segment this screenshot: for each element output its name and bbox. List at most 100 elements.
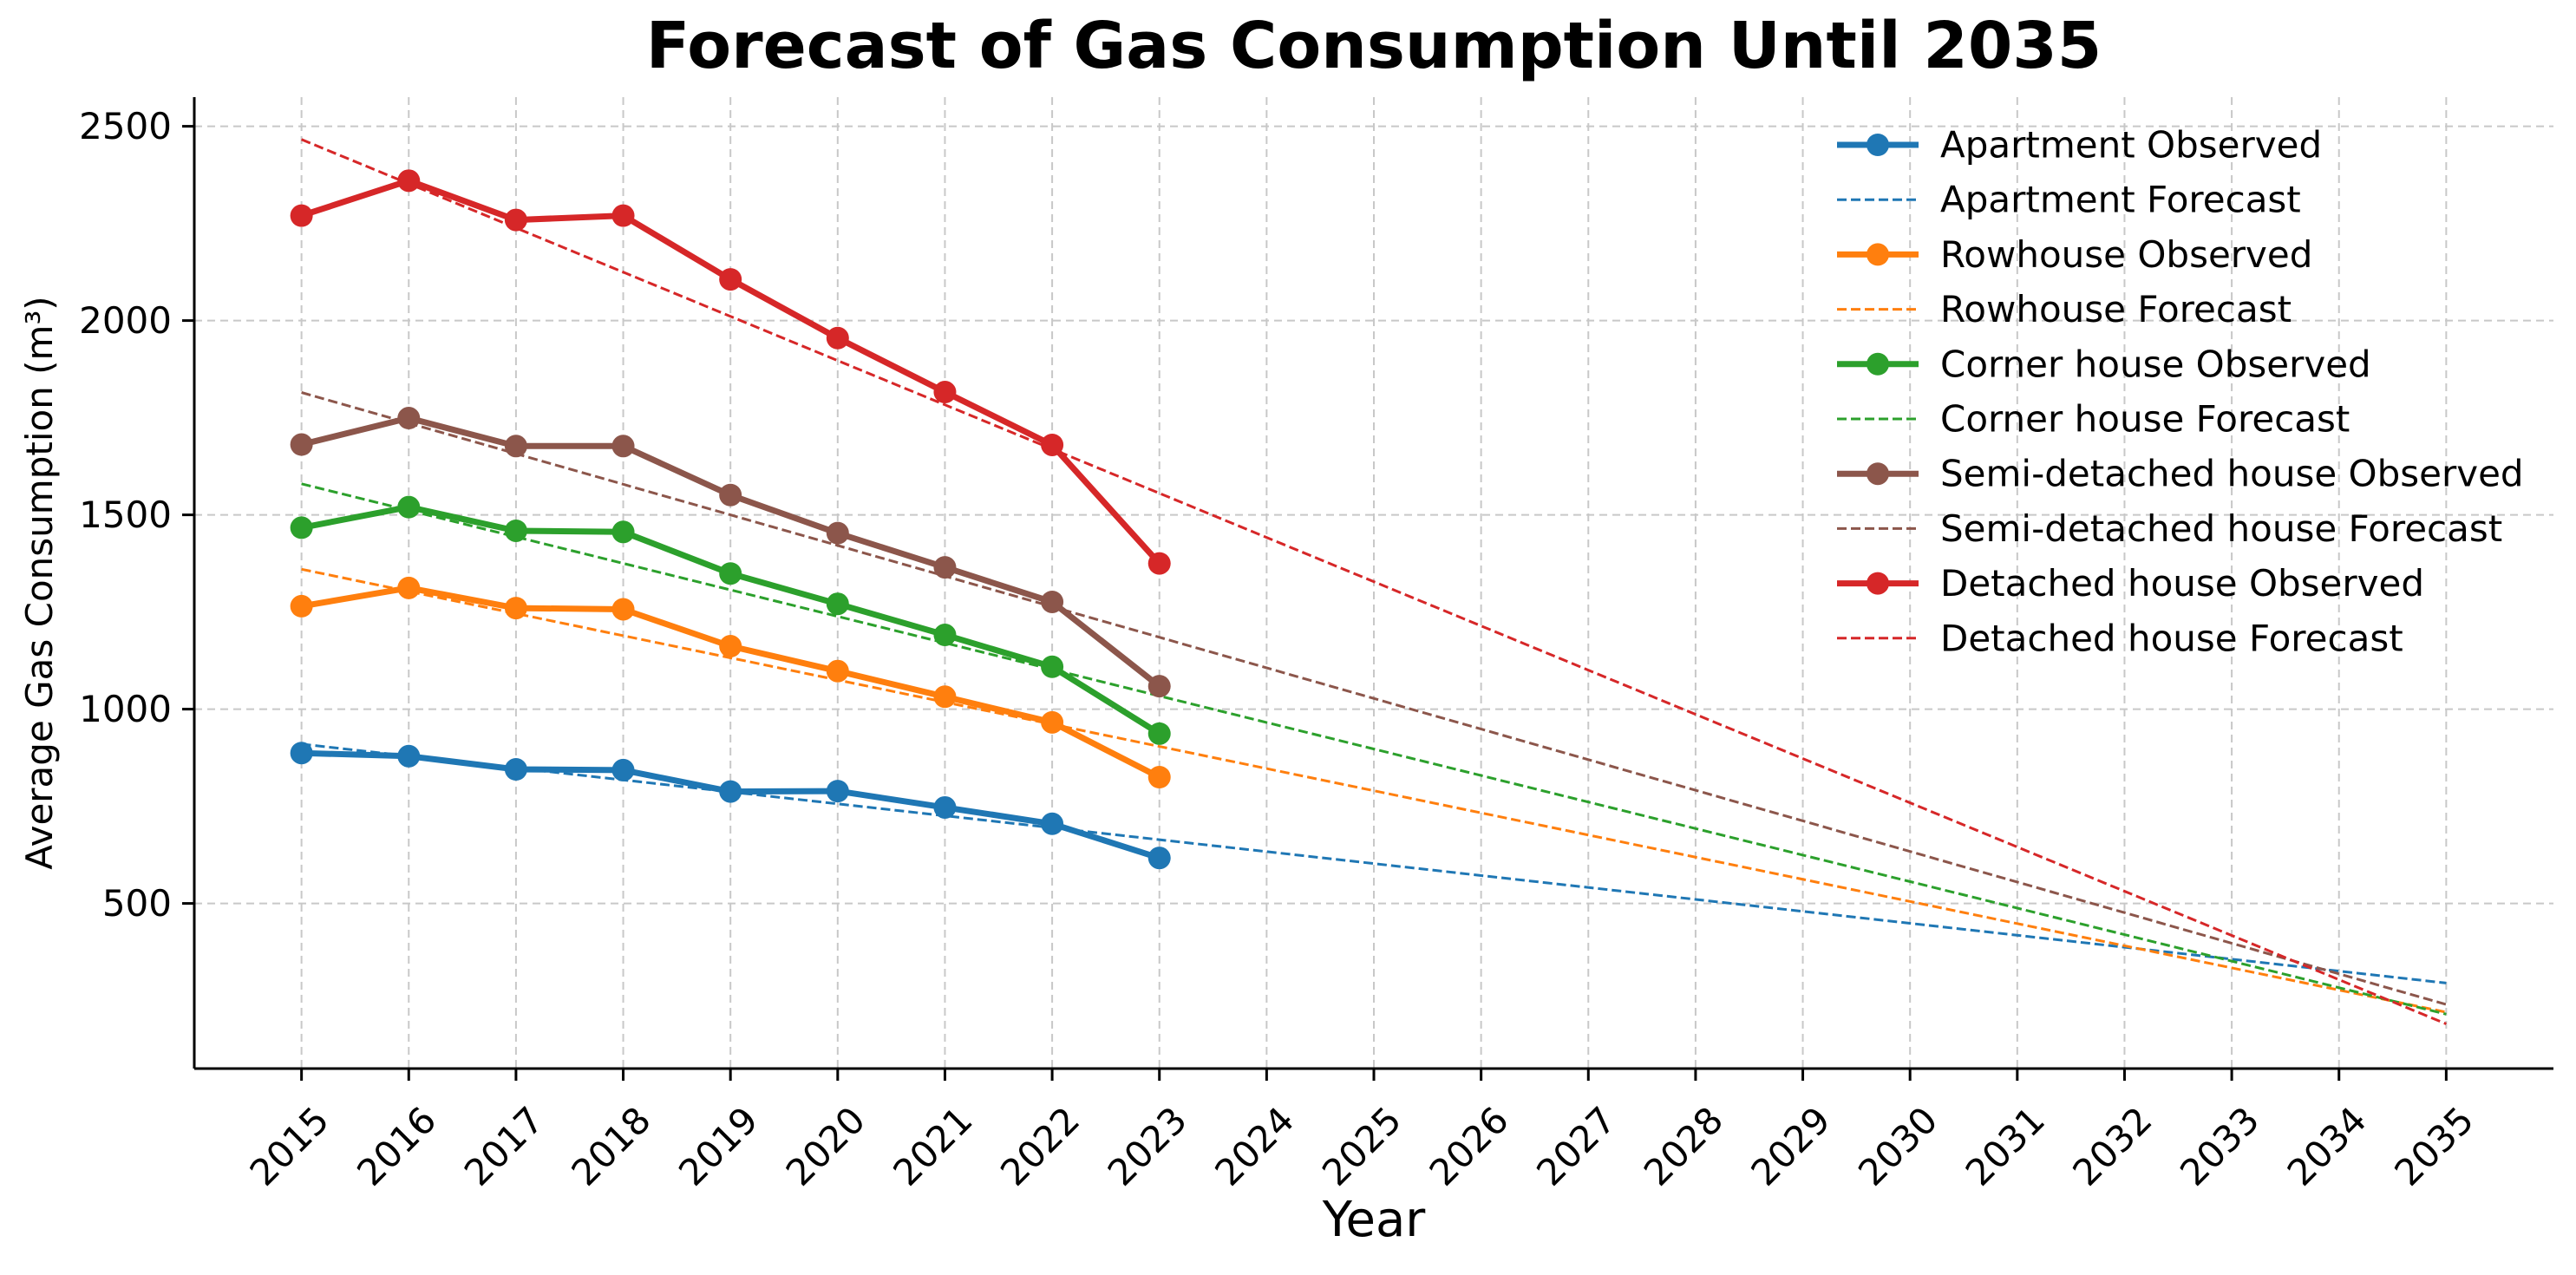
x-tick-label: 2027 — [1528, 1098, 1624, 1193]
rowhouse-observed-point — [290, 594, 313, 618]
semi-detached-house-observed-point — [611, 435, 635, 458]
legend-item-rowhouse-forecast: Rowhouse Forecast — [1837, 288, 2292, 330]
apartment-observed-point — [504, 758, 527, 781]
corner-house-observed-point — [397, 495, 421, 519]
semi-detached-house-observed-point — [504, 435, 527, 458]
x-tick-label: 2021 — [885, 1098, 980, 1193]
rowhouse-observed-series — [290, 576, 1171, 788]
legend-marker — [1867, 462, 1889, 486]
apartment-observed-point — [1041, 812, 1064, 835]
semi-detached-house-forecast-line — [301, 391, 2447, 1006]
observed-lines — [290, 169, 1171, 870]
semi-detached-house-observed-point — [933, 556, 957, 579]
semi-detached-house-observed-point — [1147, 675, 1171, 698]
legend-label: Detached house Observed — [1940, 562, 2424, 605]
x-tick-label: 2025 — [1314, 1098, 1409, 1193]
y-tick-label: 1000 — [79, 688, 172, 730]
x-tick-label: 2019 — [670, 1098, 766, 1193]
semi-detached-house-observed-point — [290, 433, 313, 456]
apartment-observed-point — [1147, 847, 1171, 870]
legend-item-corner-house-observed: Corner house Observed — [1837, 343, 2371, 385]
semi-detached-house-observed-point — [1041, 590, 1064, 613]
legend-item-corner-house-forecast: Corner house Forecast — [1837, 398, 2350, 441]
grid — [194, 97, 2553, 1069]
detached-house-observed-point — [933, 381, 957, 404]
y-tick-label: 2500 — [79, 105, 172, 147]
apartment-observed-point — [933, 795, 957, 819]
apartment-observed-point — [719, 780, 742, 803]
legend-label: Semi-detached house Forecast — [1940, 507, 2502, 550]
legend-marker — [1867, 243, 1889, 266]
legend-marker — [1867, 572, 1889, 595]
detached-house-observed-point — [719, 268, 742, 291]
legend-item-semi-detached-house-forecast: Semi-detached house Forecast — [1837, 507, 2502, 550]
corner-house-observed-point — [1147, 722, 1171, 745]
x-tick-label: 2031 — [1958, 1098, 2053, 1193]
x-tick-label: 2034 — [2279, 1098, 2375, 1193]
legend-label: Corner house Forecast — [1940, 398, 2350, 441]
apartment-forecast-line — [301, 742, 2447, 984]
detached-house-observed-point — [397, 169, 421, 193]
x-tick-label: 2022 — [992, 1098, 1088, 1193]
detached-house-observed-point — [290, 204, 313, 227]
legend-label: Semi-detached house Observed — [1940, 453, 2524, 495]
x-tick-label: 2026 — [1422, 1098, 1517, 1193]
x-tick-label: 2017 — [456, 1098, 552, 1193]
rowhouse-observed-point — [611, 598, 635, 621]
legend-label: Rowhouse Observed — [1940, 233, 2312, 276]
chart-title: Forecast of Gas Consumption Until 2035 — [646, 9, 2102, 83]
corner-house-forecast-line — [301, 482, 2447, 1016]
y-tick-label: 2000 — [79, 299, 172, 342]
legend-item-detached-house-forecast: Detached house Forecast — [1837, 617, 2403, 659]
rowhouse-forecast-line — [301, 567, 2447, 1014]
legend-item-rowhouse-observed: Rowhouse Observed — [1837, 233, 2312, 276]
semi-detached-house-observed-point — [719, 483, 742, 507]
corner-house-observed-point — [611, 520, 635, 544]
legend-label: Apartment Forecast — [1940, 179, 2301, 221]
legend-item-apartment-observed: Apartment Observed — [1837, 124, 2322, 167]
detached-house-observed-point — [826, 326, 849, 350]
rowhouse-observed-point — [397, 576, 421, 599]
legend-label: Rowhouse Forecast — [1940, 288, 2292, 330]
corner-house-observed-series — [290, 495, 1171, 745]
detached-house-observed-series — [290, 169, 1171, 575]
detached-house-forecast-line — [301, 138, 2447, 1025]
semi-detached-house-observed-point — [826, 521, 849, 545]
semi-detached-house-observed-series — [290, 407, 1171, 698]
apartment-observed-series — [290, 742, 1171, 870]
x-ticks: 2015 2016 2017 2018 2019 2020 2021 2022 2023 2024… — [242, 1069, 2481, 1194]
rowhouse-observed-point — [933, 685, 957, 709]
x-tick-label: 2018 — [563, 1098, 658, 1193]
corner-house-observed-point — [826, 592, 849, 616]
legend-item-apartment-forecast: Apartment Forecast — [1837, 179, 2301, 221]
forecast-lines — [301, 138, 2447, 1025]
corner-house-observed-point — [290, 516, 313, 539]
apartment-observed-point — [826, 780, 849, 803]
y-tick-label: 1500 — [79, 494, 172, 536]
corner-house-observed-point — [719, 562, 742, 585]
x-tick-label: 2029 — [1742, 1098, 1838, 1193]
rowhouse-observed-point — [719, 635, 742, 658]
x-tick-label: 2015 — [242, 1098, 337, 1193]
apartment-observed-point — [290, 742, 313, 765]
detached-house-observed-point — [1147, 552, 1171, 575]
detached-house-observed-point — [504, 208, 527, 232]
x-tick-label: 2020 — [778, 1098, 873, 1193]
x-tick-label: 2023 — [1100, 1098, 1195, 1193]
x-tick-label: 2035 — [2386, 1098, 2481, 1193]
legend-item-semi-detached-house-observed: Semi-detached house Observed — [1837, 453, 2524, 495]
x-axis-label: Year — [1322, 1192, 1427, 1248]
legend-item-detached-house-observed: Detached house Observed — [1837, 562, 2424, 605]
legend-label: Apartment Observed — [1940, 124, 2322, 167]
legend-label: Corner house Observed — [1940, 343, 2371, 385]
semi-detached-house-observed-point — [397, 407, 421, 430]
x-tick-label: 2016 — [349, 1098, 444, 1193]
legend-marker — [1867, 352, 1889, 376]
x-tick-label: 2030 — [1850, 1098, 1945, 1193]
corner-house-observed-point — [933, 624, 957, 647]
legend-marker — [1867, 134, 1889, 156]
y-axis-label: Average Gas Consumption (m³) — [18, 296, 61, 869]
detached-house-observed-point — [611, 204, 635, 227]
corner-house-observed-point — [504, 519, 527, 542]
